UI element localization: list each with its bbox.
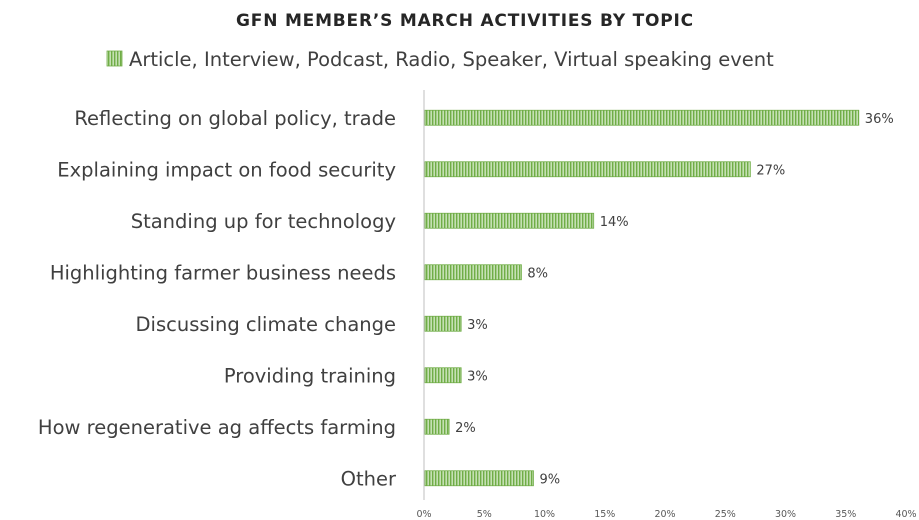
category-label: Standing up for technology xyxy=(131,210,396,233)
data-label: 14% xyxy=(600,215,629,230)
data-label: 8% xyxy=(527,266,548,281)
x-tick-label: 25% xyxy=(715,509,736,520)
data-label: 27% xyxy=(756,163,785,178)
chart-title: GFN MEMBER’S MARCH ACTIVITIES BY TOPIC xyxy=(236,11,694,31)
legend-swatch xyxy=(106,50,123,67)
category-label: Providing training xyxy=(224,364,396,387)
category-label: Discussing climate change xyxy=(136,313,396,336)
data-label: 2% xyxy=(455,421,476,436)
bar xyxy=(424,470,534,487)
x-tick-label: 10% xyxy=(534,509,555,520)
x-tick-label: 40% xyxy=(895,509,916,520)
category-label: Explaining impact on food security xyxy=(57,158,396,181)
data-label: 9% xyxy=(539,472,560,487)
category-label: How regenerative ag affects farming xyxy=(38,416,396,439)
x-tick-label: 30% xyxy=(775,509,796,520)
bar xyxy=(424,367,462,384)
legend: Article, Interview, Podcast, Radio, Spea… xyxy=(106,48,774,71)
category-label: Highlighting farmer business needs xyxy=(50,261,396,284)
x-tick-label: 15% xyxy=(594,509,615,520)
bar xyxy=(424,315,462,332)
bar xyxy=(424,161,751,178)
x-tick-label: 20% xyxy=(654,509,675,520)
legend-label: Article, Interview, Podcast, Radio, Spea… xyxy=(129,48,774,71)
x-tick-label: 0% xyxy=(416,509,431,520)
plot-area: Reflecting on global policy, trade 36% Exp… xyxy=(38,90,917,520)
bar xyxy=(424,109,860,126)
data-label: 3% xyxy=(467,318,488,333)
bar xyxy=(424,264,522,281)
data-label: 3% xyxy=(467,369,488,384)
x-tick-label: 5% xyxy=(477,509,492,520)
x-tick-label: 35% xyxy=(835,509,856,520)
category-label: Other xyxy=(341,467,397,490)
data-label: 36% xyxy=(865,112,894,127)
bar xyxy=(424,418,450,435)
category-label: Reflecting on global policy, trade xyxy=(74,107,396,130)
bar xyxy=(424,212,595,229)
